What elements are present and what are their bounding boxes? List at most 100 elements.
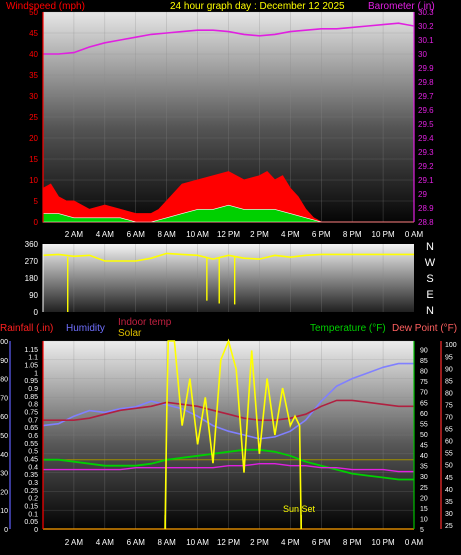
right-tick-label: 29.2 [418, 162, 434, 171]
legend-rainfall: Rainfall (.in) [0, 323, 53, 334]
dew-point-tick-label: 90 [445, 366, 453, 373]
direction-tick-label: 270 [25, 257, 39, 266]
rainfall-tick-label: 0 [34, 527, 38, 534]
dew-point-tick-label: 70 [445, 415, 453, 422]
x-tick-label: 10 AM [186, 230, 209, 239]
dew-point-tick-label: 60 [445, 439, 453, 446]
barometer-line [43, 22, 415, 55]
x-tick-label: 6 PM [312, 538, 331, 547]
humidity-tick-label: 70 [0, 395, 8, 402]
right-tick-label: 29.7 [418, 92, 434, 101]
right-tick-label: 29.4 [418, 134, 434, 143]
rainfall-tick-label: 0.45 [24, 457, 38, 464]
temperature-tick-label: 55 [420, 421, 428, 428]
legend-indoor-temp: Indoor temp [118, 317, 172, 328]
rainfall-tick-label: 0.25 [24, 488, 38, 495]
right-tick-label: 29.1 [418, 176, 434, 185]
legend-humidity: Humidity [66, 323, 105, 334]
left-tick-label: 40 [29, 50, 38, 59]
compass-label: N [426, 241, 434, 253]
rainfall-tick-label: 0.8 [28, 402, 38, 409]
right-tick-label: 29.6 [418, 106, 434, 115]
direction-tick-label: 0 [34, 308, 39, 317]
temperature-tick-label: 15 [420, 506, 428, 513]
dew-point-tick-label: 40 [445, 487, 453, 494]
rainfall-tick-label: 1.1 [28, 355, 38, 362]
right-tick-label: 28.8 [418, 218, 434, 227]
x-tick-label: 12 PM [217, 230, 240, 239]
dew-point-tick-label: 55 [445, 451, 453, 458]
humidity-tick-label: 0 [4, 527, 8, 534]
x-tick-label: 6 AM [127, 230, 146, 239]
rainfall-tick-label: 0.1 [28, 511, 38, 518]
right-tick-label: 29.3 [418, 148, 434, 157]
x-tick-label: 4 PM [281, 538, 300, 547]
humidity-tick-label: 10 [0, 508, 8, 515]
compass-label: W [425, 257, 436, 269]
rainfall-tick-label: 0.75 [24, 410, 38, 417]
temperature-tick-label: 20 [420, 495, 428, 502]
temperature-tick-label: 85 [420, 358, 428, 365]
rainfall-tick-label: 1.15 [24, 347, 38, 354]
compass-label: N [426, 305, 434, 317]
x-tick-label: 2 PM [250, 230, 269, 239]
dew-point-tick-label: 30 [445, 511, 453, 518]
right-axis-title: Barometer (.in) [368, 1, 435, 12]
right-tick-label: 29.8 [418, 78, 434, 87]
temperature-tick-label: 35 [420, 464, 428, 471]
x-tick-label: 10 PM [372, 230, 395, 239]
right-tick-label: 30.1 [418, 36, 434, 45]
temperature-tick-label: 65 [420, 400, 428, 407]
left-tick-label: 25 [29, 113, 38, 122]
dew-point-tick-label: 85 [445, 378, 453, 385]
dew-point-tick-label: 75 [445, 402, 453, 409]
indoor-temp-line [43, 399, 414, 422]
x-tick-label: 6 AM [127, 538, 146, 547]
temperature-tick-label: 50 [420, 432, 428, 439]
left-axis-title: Windspeed (mph) [6, 1, 85, 12]
left-tick-label: 30 [29, 92, 38, 101]
temperature-tick-label: 25 [420, 485, 428, 492]
x-tick-label: 4 AM [96, 538, 115, 547]
humidity-tick-label: 20 [0, 489, 8, 496]
x-tick-label: 8 AM [158, 230, 177, 239]
dew-point-tick-label: 25 [445, 523, 453, 530]
temperature-tick-label: 60 [420, 411, 428, 418]
temperature-tick-label: 90 [420, 347, 428, 354]
x-tick-label: 2 AM [65, 538, 84, 547]
rainfall-tick-label: 1 [34, 370, 38, 377]
dew-point-line [43, 463, 414, 473]
wind-gust-area [42, 170, 414, 223]
dew-point-tick-label: 100 [445, 342, 457, 349]
sunset-annotation: Sun Set [283, 504, 316, 514]
humidity-tick-label: 100 [0, 339, 8, 346]
left-tick-label: 5 [34, 197, 39, 206]
rainfall-tick-label: 0.35 [24, 472, 38, 479]
humidity-tick-label: 90 [0, 358, 8, 365]
direction-tick-label: 180 [25, 274, 39, 283]
temperature-tick-label: 80 [420, 369, 428, 376]
rainfall-tick-label: 0.15 [24, 504, 38, 511]
x-tick-label: 2 AM [65, 230, 84, 239]
humidity-tick-label: 30 [0, 471, 8, 478]
rainfall-tick-label: 0.9 [28, 386, 38, 393]
x-tick-label: 10 PM [372, 538, 395, 547]
rainfall-tick-label: 0.7 [28, 417, 38, 424]
rainfall-tick-label: 0.55 [24, 441, 38, 448]
left-tick-label: 20 [29, 134, 38, 143]
humidity-tick-label: 40 [0, 452, 8, 459]
right-tick-label: 29.5 [418, 120, 434, 129]
x-tick-label: 6 PM [312, 230, 331, 239]
rainfall-tick-label: 0.6 [28, 433, 38, 440]
temperature-tick-label: 5 [420, 527, 424, 534]
temperature-tick-label: 75 [420, 379, 428, 386]
x-tick-label: 4 PM [281, 230, 300, 239]
temperature-tick-label: 30 [420, 474, 428, 481]
x-tick-label: 10 AM [186, 538, 209, 547]
rainfall-tick-label: 0.4 [28, 464, 38, 471]
dew-point-tick-label: 95 [445, 354, 453, 361]
compass-label: S [426, 273, 433, 285]
x-tick-label: 0 AM [405, 538, 424, 547]
legend-dew-point: Dew Point (°F) [392, 323, 457, 334]
